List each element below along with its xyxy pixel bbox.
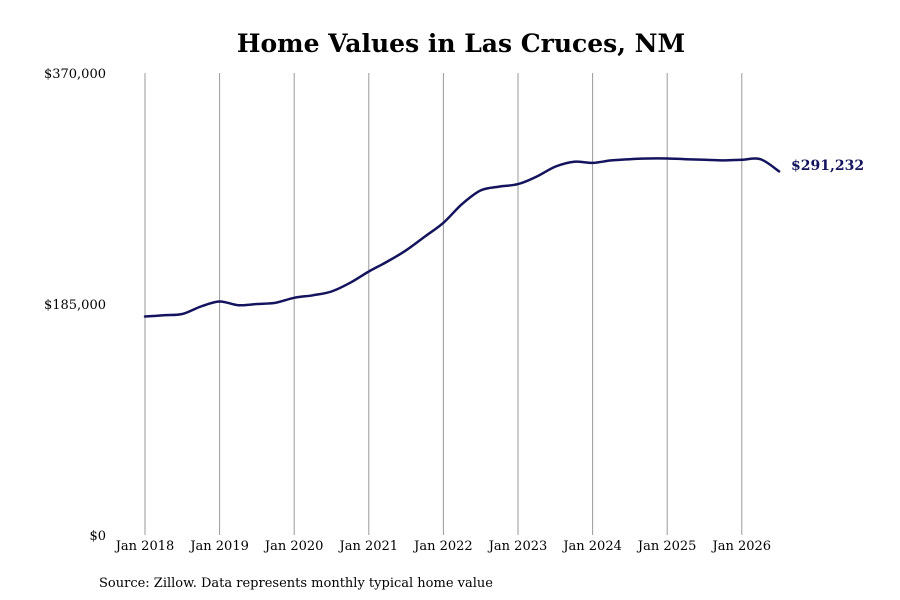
series-line-layer <box>143 157 781 318</box>
x-tick-label: Jan 2020 <box>263 539 324 554</box>
source-note: Source: Zillow. Data represents monthly … <box>99 576 493 591</box>
x-tick-label: Jan 2026 <box>711 539 772 554</box>
x-tick-label: Jan 2021 <box>338 539 399 554</box>
chart-title: Home Values in Las Cruces, NM <box>237 29 685 58</box>
x-tick-label: Jan 2023 <box>487 539 548 554</box>
end-value-label: $291,232 <box>791 158 864 174</box>
grid-lines <box>144 73 743 535</box>
x-tick-label: Jan 2018 <box>114 539 175 554</box>
x-tick-label: Jan 2025 <box>636 539 697 554</box>
x-tick-label: Jan 2019 <box>188 539 249 554</box>
y-tick-label: $0 <box>89 529 106 544</box>
y-axis-ticks: $0 $185,000 $370,000 <box>44 67 106 544</box>
x-tick-label: Jan 2024 <box>561 539 622 554</box>
x-axis-ticks: Jan 2018 Jan 2019 Jan 2020 Jan 2021 Jan 2022… <box>114 539 771 554</box>
home-value-line <box>143 157 781 318</box>
x-tick-label: Jan 2022 <box>412 539 473 554</box>
y-tick-label: $185,000 <box>44 298 106 313</box>
y-tick-label: $370,000 <box>44 67 106 82</box>
